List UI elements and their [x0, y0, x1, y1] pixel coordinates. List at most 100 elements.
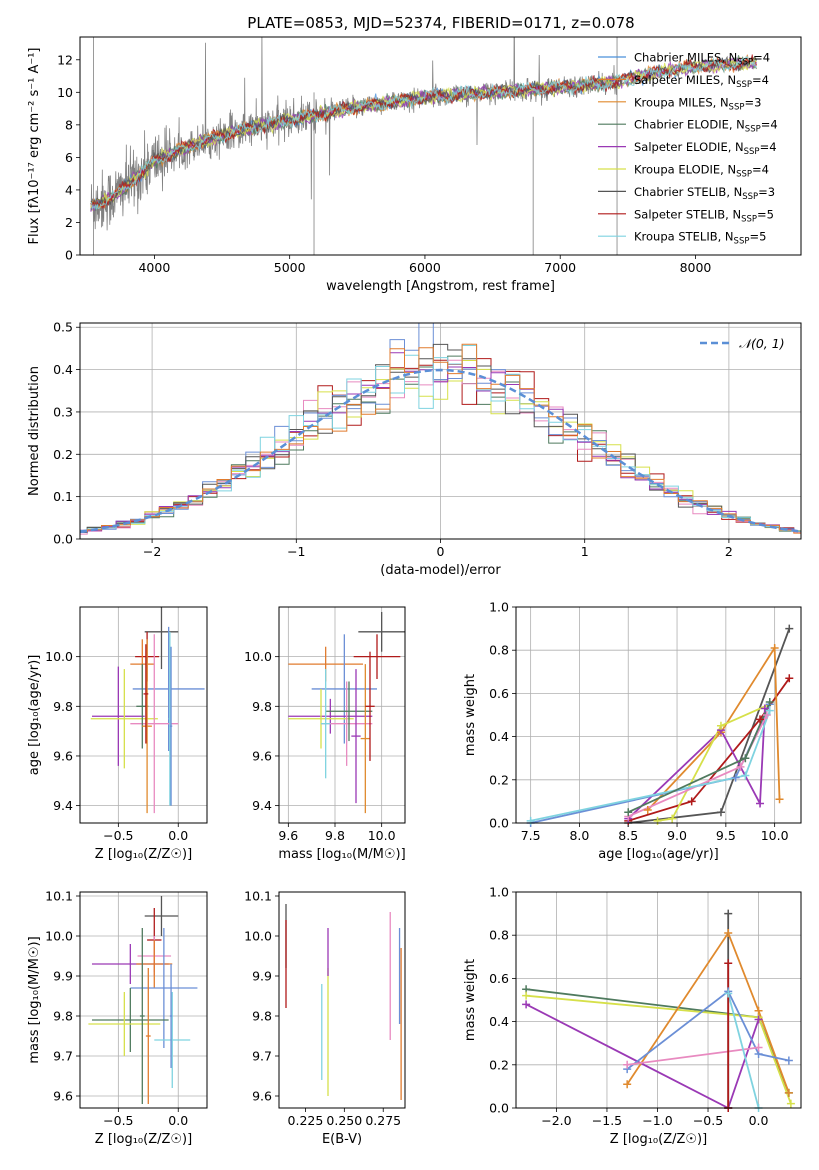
x-tick-label: 7000 — [544, 260, 576, 275]
weight-marker — [724, 909, 733, 918]
y-tick-label: 4 — [65, 182, 73, 197]
weight-marker — [754, 1043, 763, 1052]
y-tick-label: 0.0 — [53, 532, 73, 547]
y-tick-label: 0.8 — [489, 928, 509, 943]
error-bar-point — [142, 639, 152, 814]
error-bar-point — [130, 928, 198, 1048]
error-bar-point — [351, 669, 361, 804]
weight-series-line — [626, 931, 790, 1094]
plot-area — [88, 896, 198, 1104]
y-tick-label: 0.2 — [53, 447, 73, 462]
error-bar-point — [311, 634, 377, 744]
y-tick-label: 9.9 — [53, 969, 73, 984]
x-tick-label: 5000 — [274, 260, 306, 275]
weight-marker — [653, 816, 662, 825]
y-tick-label: 6 — [65, 150, 73, 165]
x-tick-label: −2 — [143, 544, 161, 559]
weight-series-line — [647, 645, 781, 811]
legend-label: 𝒩(0, 1) — [739, 336, 785, 351]
x-tick-label: 8.5 — [618, 828, 638, 843]
x-tick-label: −1.5 — [592, 1113, 622, 1128]
y-tick-label: 1.0 — [489, 600, 509, 615]
x-tick-label: −1 — [287, 544, 305, 559]
x-tick-label: 0.0 — [168, 828, 188, 843]
weight-marker — [785, 624, 794, 633]
weight-marker — [526, 816, 535, 825]
x-axis-label: Z [log₁₀(Z/Z☉)] — [610, 1132, 707, 1147]
x-axis-label: (data-model)/error — [380, 563, 501, 578]
y-tick-label: 9.8 — [53, 1009, 73, 1024]
error-bar-point — [144, 607, 179, 670]
y-tick-label: 0.8 — [489, 643, 509, 658]
spectrum-legend: Chabrier MILES, NSSP=4 Salpeter MILES, NS… — [598, 51, 778, 247]
panel-residuals: −2 −1 0 1 2 0.0 0.1 0.2 0.3 0.4 0.5 (data-model)/er… — [27, 320, 802, 578]
weight-marker — [687, 797, 696, 806]
error-bar-point — [325, 681, 373, 742]
legend-label: Chabrier STELIB, NSSP=3 — [634, 185, 775, 202]
weight-marker — [741, 771, 750, 780]
x-tick-label: 1 — [581, 544, 589, 559]
error-bar-point — [91, 988, 169, 1052]
axes-frame — [79, 606, 208, 824]
legend-label: Salpeter STELIB, NSSP=5 — [634, 207, 774, 224]
legend-label: Kroupa ELODIE, NSSP=4 — [634, 163, 769, 180]
legend-label: Kroupa STELIB, NSSP=5 — [634, 230, 766, 247]
error-bar-point — [144, 896, 179, 936]
y-tick-label: 10.1 — [45, 889, 73, 904]
panel-spectrum: 4000 5000 6000 7000 8000 0 2 4 6 8 10 12 wavelength … — [27, 36, 802, 294]
y-tick-label: 0 — [65, 248, 73, 263]
panel-age_vs_Z: −0.5 0.0 9.4 9.6 9.8 10.0 Z [log₁₀(Z/Z☉)] age [… — [27, 606, 208, 862]
y-tick-label: 9.8 — [252, 699, 272, 714]
x-axis-label: Z [log₁₀(Z/Z☉)] — [95, 1132, 192, 1147]
y-tick-label: 0.1 — [53, 489, 73, 504]
weight-marker — [522, 1000, 531, 1009]
weight-marker — [623, 1080, 632, 1089]
plot-area — [90, 37, 757, 255]
y-tick-label: 10.0 — [45, 649, 73, 664]
axes-frame — [79, 322, 802, 540]
panel-weight_vs_age: 7.5 8.0 8.5 9.0 9.5 10.0 0.0 0.2 0.4 0.6 0.8 1.0 age… — [463, 600, 802, 862]
y-tick-label: 9.8 — [53, 699, 73, 714]
y-tick-label: 0.4 — [489, 1014, 509, 1029]
error-bar-point — [365, 651, 375, 761]
y-tick-label: 10 — [57, 85, 73, 100]
error-bar-point — [154, 992, 191, 1088]
legend-label: Kroupa MILES, NSSP=3 — [634, 95, 761, 112]
y-tick-label: 8 — [65, 117, 73, 132]
y-tick-label: 1.0 — [489, 885, 509, 900]
weight-marker — [724, 989, 733, 998]
y-tick-label: 0.0 — [489, 1101, 509, 1116]
y-tick-label: 0.4 — [489, 729, 509, 744]
x-tick-label: 2 — [725, 544, 733, 559]
error-bar-point — [132, 626, 205, 751]
weight-series-line — [657, 703, 771, 822]
legend-label: Salpeter MILES, NSSP=4 — [634, 73, 769, 90]
x-tick-label: 10.0 — [368, 828, 396, 843]
y-tick-label: 10.0 — [244, 929, 272, 944]
panel-mass_vs_Z: −0.5 0.0 9.6 9.7 9.8 9.9 10.0 10.1 Z [log₁₀(Z/Z☉… — [27, 889, 208, 1147]
x-tick-label: −2.0 — [541, 1113, 571, 1128]
y-tick-label: 0.2 — [489, 772, 509, 787]
weight-series-line — [530, 710, 771, 822]
weight-series-line — [627, 1046, 759, 1066]
weight-marker — [724, 929, 733, 938]
x-tick-label: 8000 — [680, 260, 712, 275]
error-bar-point — [90, 669, 158, 769]
error-bar-point — [353, 634, 401, 679]
axes-frame — [278, 891, 406, 1109]
x-axis-label: age [log₁₀(age/yr)] — [598, 847, 719, 862]
y-axis-label: mass [log₁₀(M/M☉)] — [27, 936, 42, 1063]
model-spectrum — [90, 55, 757, 211]
y-tick-label: 12 — [57, 52, 73, 67]
y-tick-label: 10.0 — [244, 649, 272, 664]
error-bar-point — [360, 664, 370, 814]
y-tick-label: 0.2 — [489, 1057, 509, 1072]
weight-marker — [760, 704, 769, 713]
y-tick-label: 0.3 — [53, 404, 73, 419]
x-tick-label: 0.275 — [365, 1113, 401, 1128]
axes-frame — [79, 36, 802, 256]
error-bar-point — [288, 688, 354, 749]
x-tick-label: 0.225 — [288, 1113, 324, 1128]
y-tick-label: 9.4 — [53, 798, 73, 813]
